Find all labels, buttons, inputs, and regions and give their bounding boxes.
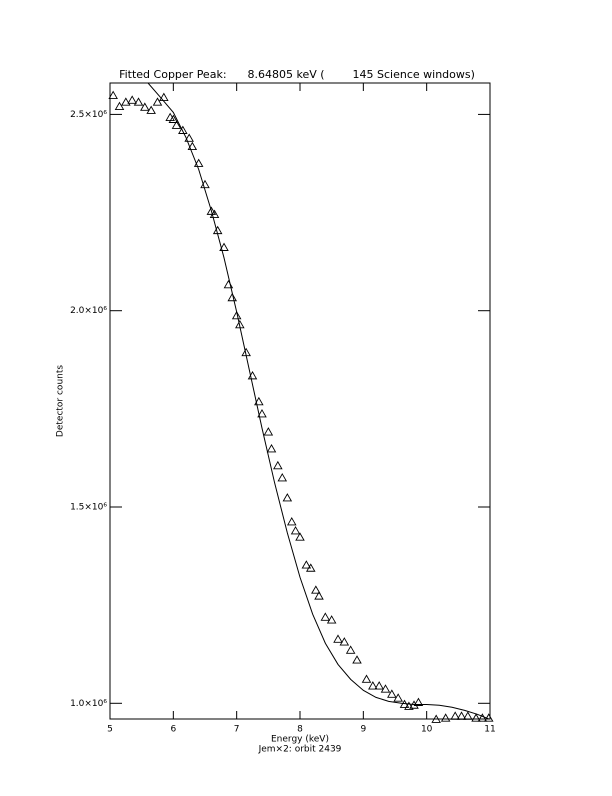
data-point bbox=[171, 120, 182, 129]
data-point bbox=[305, 563, 316, 572]
data-point bbox=[387, 689, 397, 698]
data-point bbox=[352, 655, 362, 664]
data-point bbox=[114, 101, 125, 111]
data-point bbox=[380, 684, 391, 693]
data-point bbox=[277, 473, 288, 482]
data-point bbox=[159, 92, 169, 101]
y-tick-label: 1.5×10⁶ bbox=[70, 503, 107, 513]
plot-frame bbox=[109, 82, 491, 720]
data-point bbox=[450, 711, 460, 720]
data-point bbox=[471, 713, 481, 722]
data-point bbox=[168, 114, 179, 123]
data-point bbox=[121, 97, 131, 106]
data-point bbox=[413, 697, 424, 706]
x-tick-label: 11 bbox=[484, 725, 495, 735]
data-point bbox=[368, 681, 378, 690]
data-point bbox=[345, 645, 356, 654]
data-point bbox=[282, 493, 293, 502]
data-point bbox=[219, 242, 229, 251]
data-point bbox=[178, 125, 188, 134]
data-point bbox=[290, 526, 301, 535]
x-tick-label: 9 bbox=[360, 725, 366, 735]
data-point bbox=[273, 460, 283, 470]
data-point bbox=[133, 97, 144, 106]
data-point bbox=[295, 532, 305, 541]
data-point bbox=[374, 681, 384, 690]
data-point bbox=[152, 97, 163, 106]
data-point bbox=[311, 585, 321, 594]
data-point bbox=[146, 105, 156, 114]
fit-line bbox=[147, 83, 490, 719]
data-point bbox=[227, 292, 238, 302]
x-axis-label: Energy (keV) bbox=[271, 735, 329, 745]
data-point bbox=[127, 95, 137, 104]
y-axis-label: Detector counts bbox=[56, 365, 66, 437]
y-tick-label: 2.5×10⁶ bbox=[70, 110, 107, 120]
data-point bbox=[333, 634, 343, 643]
data-point bbox=[286, 517, 297, 526]
y-tick-label: 2.0×10⁶ bbox=[70, 306, 107, 316]
data-point bbox=[108, 90, 118, 100]
data-point bbox=[206, 206, 217, 215]
data-point bbox=[314, 591, 324, 600]
data-point bbox=[231, 310, 242, 320]
x-tick-label: 5 bbox=[107, 725, 113, 735]
data-point bbox=[263, 427, 274, 436]
subtitle: Jem×2: orbit 2439 bbox=[258, 745, 342, 755]
data-point bbox=[140, 102, 150, 111]
data-point bbox=[326, 615, 337, 624]
x-tick-label: 8 bbox=[297, 725, 303, 735]
x-tick-label: 10 bbox=[421, 725, 433, 735]
data-point bbox=[320, 612, 331, 621]
data-point bbox=[254, 396, 264, 406]
data-point bbox=[456, 711, 467, 720]
data-point bbox=[193, 158, 204, 167]
data-point bbox=[257, 409, 267, 418]
data-point bbox=[431, 714, 441, 723]
data-point bbox=[266, 443, 277, 453]
data-point bbox=[463, 711, 473, 720]
y-tick-label: 1.0×10⁶ bbox=[70, 699, 107, 709]
data-point bbox=[477, 713, 488, 722]
x-tick-label: 7 bbox=[234, 725, 240, 735]
data-point bbox=[184, 133, 194, 142]
x-tick-label: 6 bbox=[170, 725, 176, 735]
data-point bbox=[393, 693, 403, 702]
chart-title: Fitted Copper Peak: 8.64805 keV ( 145 Sc… bbox=[119, 68, 475, 81]
data-point bbox=[339, 637, 350, 646]
data-point bbox=[301, 560, 312, 569]
data-point bbox=[440, 713, 451, 722]
data-point bbox=[361, 674, 372, 683]
data-point bbox=[187, 141, 198, 151]
